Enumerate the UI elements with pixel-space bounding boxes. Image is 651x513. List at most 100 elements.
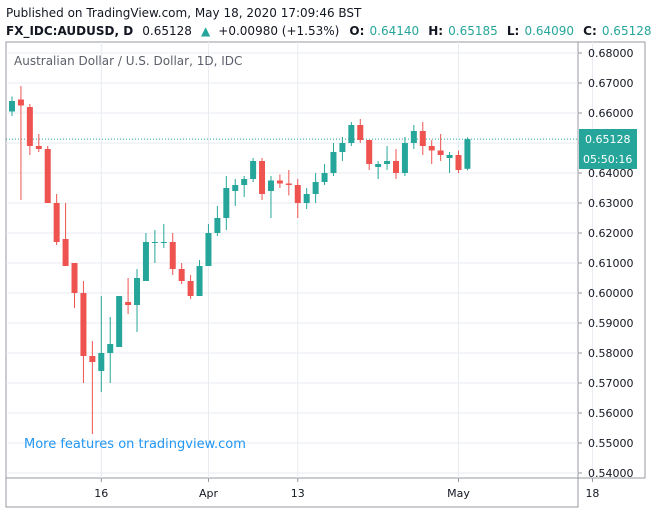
candle-body-up	[250, 161, 257, 179]
candle[interactable]	[267, 176, 274, 218]
candle[interactable]	[446, 152, 453, 173]
candle-body-up	[142, 242, 149, 281]
candle[interactable]	[250, 158, 257, 182]
y-tick-label: 0.63000	[588, 197, 634, 210]
candle[interactable]	[160, 224, 167, 248]
candle-body-down	[53, 203, 60, 242]
candle-body-up	[134, 278, 141, 305]
candle[interactable]	[285, 170, 292, 196]
y-tick-label: 0.66000	[588, 107, 634, 120]
candle[interactable]	[151, 230, 158, 263]
candle[interactable]	[437, 134, 444, 161]
candle[interactable]	[26, 104, 33, 155]
open-label: O:	[349, 24, 364, 38]
open-value: 0.64140	[370, 24, 420, 38]
candle-body-down	[17, 99, 24, 106]
candle[interactable]	[178, 263, 185, 284]
candle[interactable]	[17, 86, 24, 200]
time-axis[interactable]: 16 Apr 13 May 18	[94, 478, 599, 500]
candle[interactable]	[35, 134, 42, 152]
candle-body-up	[160, 242, 167, 243]
candle[interactable]	[232, 179, 239, 206]
candle[interactable]	[259, 158, 266, 200]
candle[interactable]	[312, 173, 319, 203]
candle-body-down	[187, 281, 194, 296]
candle[interactable]	[214, 206, 221, 236]
candle[interactable]	[428, 140, 435, 164]
price-axis[interactable]: 0.54000 0.55000 0.56000 0.57000 0.58000 0.590…	[578, 47, 634, 480]
candle[interactable]	[169, 233, 176, 275]
candle[interactable]	[142, 233, 149, 281]
candle-body-up	[98, 353, 105, 371]
y-tick-label: 0.57000	[588, 377, 634, 390]
candle[interactable]	[223, 176, 230, 230]
candle-body-down	[259, 161, 266, 194]
candle[interactable]	[62, 203, 69, 266]
candle[interactable]	[366, 140, 373, 170]
candle-body-up	[241, 179, 248, 185]
candle[interactable]	[321, 164, 328, 185]
high-label: H:	[428, 24, 443, 38]
candle[interactable]	[53, 194, 60, 245]
candle[interactable]	[357, 119, 364, 143]
candle[interactable]	[276, 174, 283, 189]
candle-body-down	[35, 146, 42, 149]
candle[interactable]	[205, 224, 212, 266]
candle[interactable]	[392, 149, 399, 179]
low-label: L:	[507, 24, 519, 38]
candle[interactable]	[107, 317, 114, 383]
countdown-timer: 05:50:16	[583, 153, 632, 166]
candle[interactable]	[196, 260, 203, 296]
candle[interactable]	[125, 278, 132, 314]
candle-body-up	[312, 182, 319, 194]
published-line: Published on TradingView.com, May 18, 20…	[6, 6, 362, 20]
candle-body-up	[339, 143, 346, 152]
candle[interactable]	[348, 122, 355, 146]
candle[interactable]	[98, 296, 105, 392]
candle[interactable]	[464, 137, 471, 171]
x-tick-label: 16	[94, 487, 108, 500]
candle[interactable]	[44, 146, 51, 203]
candle[interactable]	[339, 137, 346, 161]
candle-body-up	[348, 125, 355, 143]
y-tick-label: 0.54000	[588, 467, 634, 480]
time-axis-frame	[5, 477, 579, 508]
candle-body-up	[321, 173, 328, 182]
candle[interactable]	[116, 296, 123, 347]
candle[interactable]	[455, 150, 462, 174]
candle[interactable]	[375, 161, 382, 179]
candle-body-up	[196, 266, 203, 296]
tradingview-link[interactable]: More features on tradingview.com	[24, 437, 246, 452]
candle-body-down	[26, 107, 33, 146]
candle-body-down	[392, 161, 399, 173]
candle[interactable]	[134, 269, 141, 332]
candle[interactable]	[241, 176, 248, 197]
candle[interactable]	[401, 137, 408, 176]
low-value: 0.64090	[524, 24, 574, 38]
x-tick-label: Apr	[199, 487, 219, 500]
candle-body-down	[437, 150, 444, 155]
candle-body-down	[285, 183, 292, 185]
grid	[6, 42, 593, 478]
candle[interactable]	[384, 146, 391, 170]
ohlc-line: FX_IDC:AUDUSD, D 0.65128 ▲ +0.00980 (+1.…	[6, 20, 651, 39]
candle[interactable]	[330, 143, 337, 176]
candle-body-down	[89, 356, 96, 362]
candle[interactable]	[410, 125, 417, 149]
candle[interactable]	[187, 275, 194, 299]
candle[interactable]	[80, 281, 87, 383]
candle-body-up	[303, 194, 310, 203]
y-tick-label: 0.59000	[588, 317, 634, 330]
candle-body-up	[116, 296, 123, 347]
candle[interactable]	[89, 341, 96, 434]
candle-body-down	[125, 302, 132, 305]
candle[interactable]	[294, 179, 301, 218]
y-tick-label: 0.64000	[588, 167, 634, 180]
candle[interactable]	[9, 96, 15, 117]
candle[interactable]	[71, 263, 78, 308]
x-tick-label: 18	[585, 487, 599, 500]
candle[interactable]	[303, 188, 310, 209]
candles[interactable]	[9, 86, 471, 434]
candle[interactable]	[419, 122, 426, 155]
